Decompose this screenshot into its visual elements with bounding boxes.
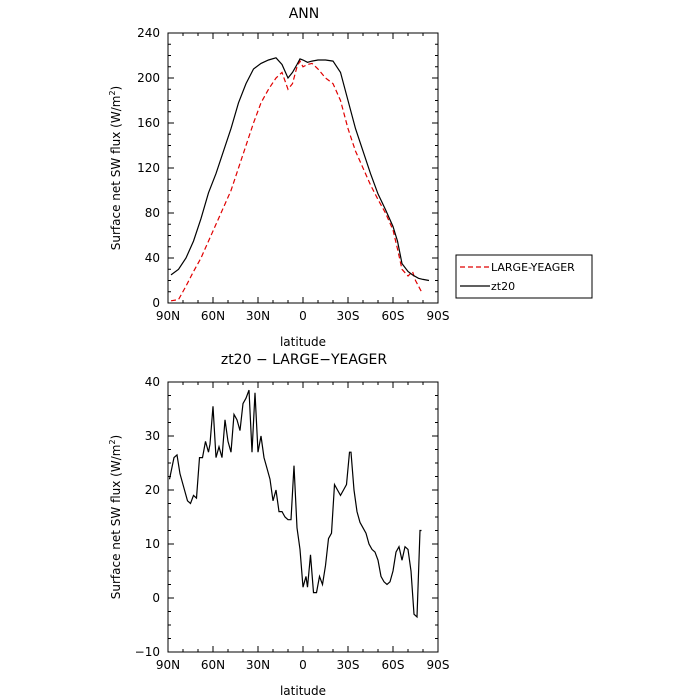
x-tick-label: 30S bbox=[337, 309, 360, 323]
legend-label-large-yeager: LARGE-YEAGER bbox=[491, 261, 575, 274]
series-line-zt20 bbox=[170, 57, 430, 282]
y-tick-label: 0 bbox=[152, 296, 160, 310]
chart-2: zt20 − LARGE−YEAGER 90N 60N 30N 0 30S 60S 90S −… bbox=[108, 352, 449, 698]
x-tick-label: 60N bbox=[201, 309, 225, 323]
x-tick-label: 60N bbox=[201, 658, 225, 672]
x-tick-label: 90S bbox=[427, 658, 450, 672]
x-tick-label: 30N bbox=[246, 658, 270, 672]
y-tick-label: 40 bbox=[145, 375, 160, 389]
legend-label-zt20: zt20 bbox=[491, 280, 515, 293]
y-tick-label: 240 bbox=[137, 26, 160, 40]
x-tick-label: 30S bbox=[337, 658, 360, 672]
chart-2-y-axis-label: Surface net SW flux (W/m2) bbox=[108, 435, 123, 599]
series-line-series-0 bbox=[168, 389, 422, 619]
y-tick-label: 200 bbox=[137, 71, 160, 85]
y-tick-label: −10 bbox=[135, 645, 160, 659]
x-tick-label: 90S bbox=[427, 309, 450, 323]
y-tick-label: 80 bbox=[145, 206, 160, 220]
chart-1-title: ANN bbox=[289, 6, 320, 22]
legend-frame bbox=[455, 254, 593, 299]
chart-2-title: zt20 − LARGE−YEAGER bbox=[221, 352, 388, 368]
y-tick-label: 20 bbox=[145, 483, 160, 497]
chart-1-series bbox=[170, 57, 430, 302]
x-tick-label: 90N bbox=[156, 658, 180, 672]
y-tick-label: 40 bbox=[145, 251, 160, 265]
y-tick-label: 10 bbox=[145, 537, 160, 551]
series-line-large-yeager bbox=[170, 59, 423, 302]
chart-1-plot-frame bbox=[167, 32, 439, 304]
x-tick-label: 0 bbox=[299, 658, 307, 672]
chart-1-ticks: 90N 60N 30N 0 30S 60S 90S 0 40 80 120 160 200 240 bbox=[137, 26, 449, 323]
x-tick-label: 0 bbox=[299, 309, 307, 323]
y-tick-label: 160 bbox=[137, 116, 160, 130]
chart-1: ANN 90N 60N 30N 0 30S 60S 90S 0 40 80 120 160 200 240… bbox=[108, 6, 593, 349]
y-tick-label: 0 bbox=[152, 591, 160, 605]
x-tick-label: 90N bbox=[156, 309, 180, 323]
chart-2-x-axis-label: latitude bbox=[280, 684, 326, 698]
y-tick-label: 120 bbox=[137, 161, 160, 175]
chart-1-legend: LARGE-YEAGER zt20 bbox=[455, 254, 593, 299]
y-tick-label: 30 bbox=[145, 429, 160, 443]
chart-1-y-axis-label: Surface net SW flux (W/m2) bbox=[108, 86, 123, 250]
chart-2-ticks: 90N 60N 30N 0 30S 60S 90S −10 0 10 20 30 40 bbox=[135, 375, 450, 672]
x-tick-label: 60S bbox=[382, 309, 405, 323]
chart-1-x-axis-label: latitude bbox=[280, 335, 326, 349]
x-tick-label: 30N bbox=[246, 309, 270, 323]
chart-2-series bbox=[168, 389, 422, 619]
x-tick-label: 60S bbox=[382, 658, 405, 672]
chart-2-plot-frame bbox=[167, 381, 439, 653]
